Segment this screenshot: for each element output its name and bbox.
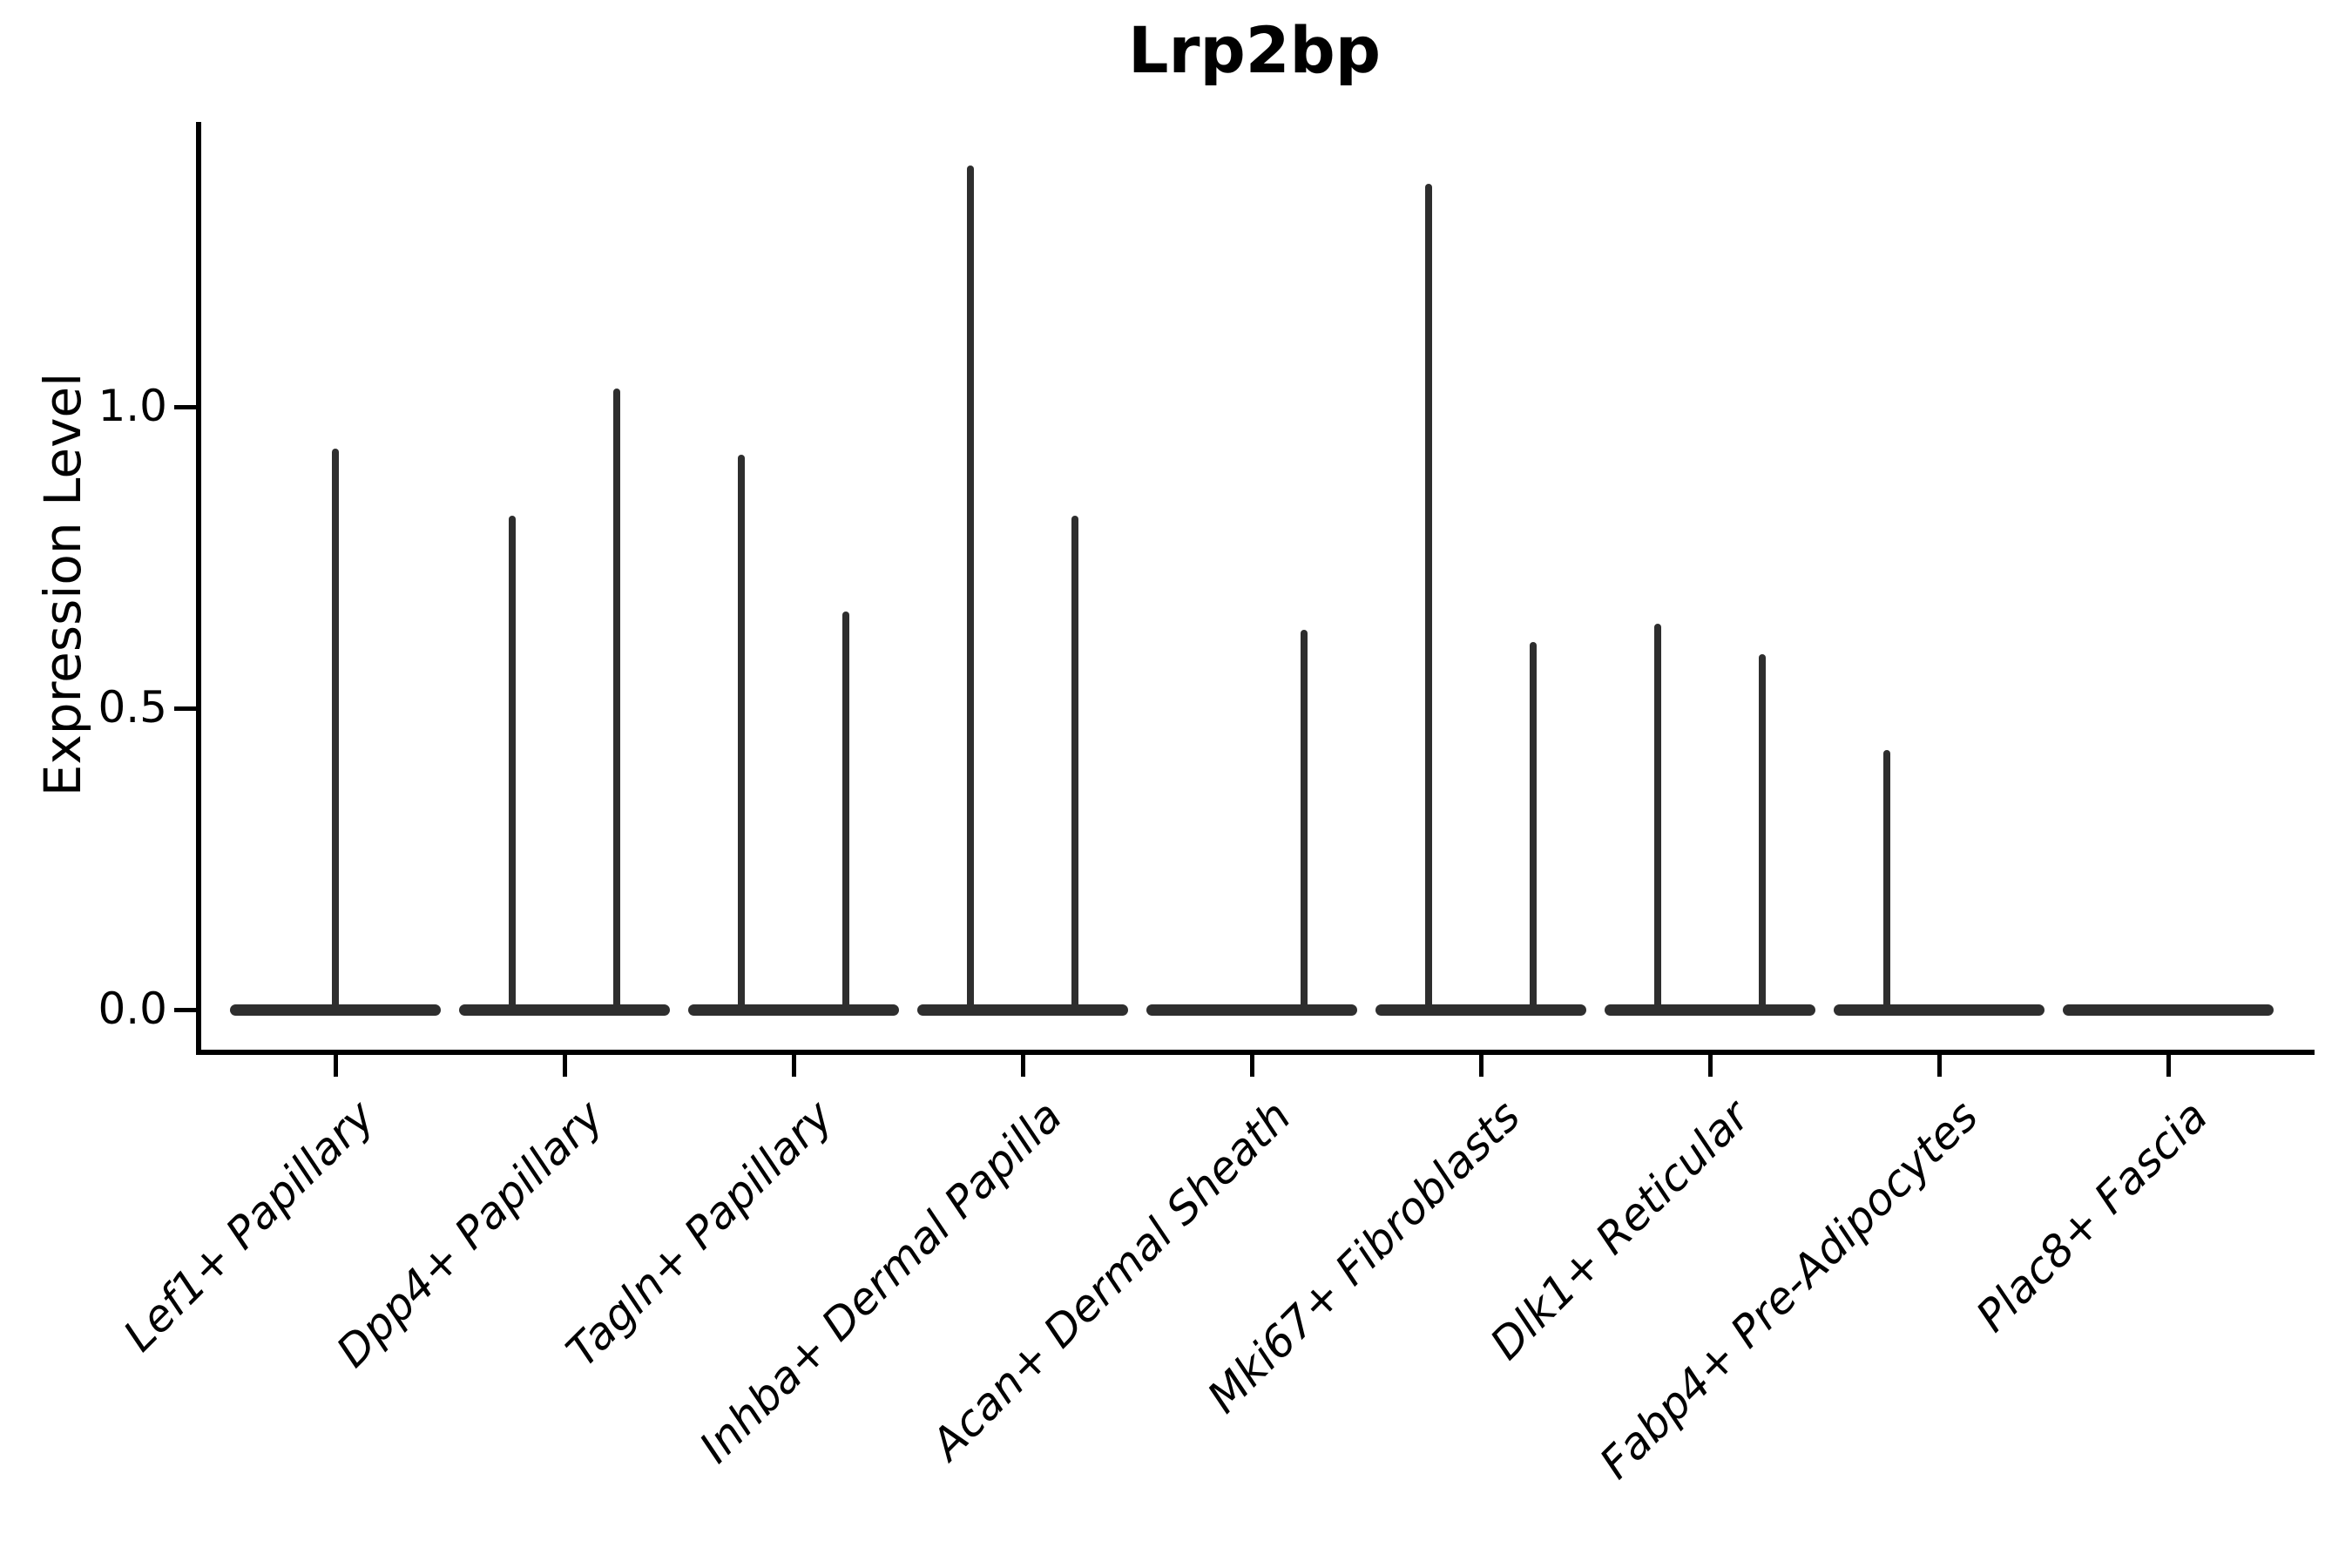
expression-spike bbox=[737, 455, 745, 1013]
expression-spike bbox=[966, 166, 974, 1013]
x-tick-label: Fabp4+ Pre-Adipocytes bbox=[1590, 1091, 1989, 1489]
violin-body bbox=[2063, 1004, 2274, 1016]
y-tick bbox=[174, 706, 196, 711]
x-tick bbox=[1478, 1055, 1484, 1077]
x-axis-spine bbox=[196, 1050, 2315, 1055]
expression-spike bbox=[1882, 750, 1890, 1013]
y-axis-label: Expression Level bbox=[33, 372, 92, 797]
expression-spike bbox=[332, 449, 339, 1013]
violin-body bbox=[1834, 1004, 2044, 1016]
y-tick-label: 0.5 bbox=[98, 682, 167, 733]
x-tick-label: Plac8+ Fascia bbox=[1966, 1091, 2218, 1342]
x-tick bbox=[1249, 1055, 1254, 1077]
x-tick bbox=[1936, 1055, 1942, 1077]
violin-body bbox=[1605, 1004, 1815, 1016]
y-tick-label: 1.0 bbox=[98, 381, 167, 431]
violin-body bbox=[688, 1004, 899, 1016]
y-tick bbox=[174, 1007, 196, 1012]
expression-spike bbox=[1301, 630, 1308, 1013]
violin-body bbox=[1375, 1004, 1586, 1016]
x-tick bbox=[333, 1055, 338, 1077]
x-tick bbox=[562, 1055, 567, 1077]
expression-spike bbox=[613, 389, 621, 1013]
violin-body bbox=[1146, 1004, 1357, 1016]
violin-body bbox=[459, 1004, 670, 1016]
expression-spike bbox=[842, 612, 850, 1013]
y-axis-spine bbox=[196, 122, 201, 1055]
expression-spike bbox=[508, 515, 516, 1013]
x-tick bbox=[1020, 1055, 1025, 1077]
violin-body bbox=[917, 1004, 1128, 1016]
y-tick-label: 0.0 bbox=[98, 983, 167, 1034]
x-tick-label: Lef1+ Papillary bbox=[113, 1091, 385, 1362]
chart-title: Lrp2bp bbox=[1127, 14, 1382, 88]
x-tick bbox=[791, 1055, 796, 1077]
expression-spike bbox=[1424, 183, 1432, 1013]
x-tick bbox=[2166, 1055, 2171, 1077]
expression-spike bbox=[1759, 653, 1767, 1013]
expression-spike bbox=[1653, 624, 1661, 1013]
expression-spike bbox=[1530, 641, 1538, 1013]
x-tick bbox=[1707, 1055, 1713, 1077]
expression-spike bbox=[1071, 515, 1079, 1013]
y-tick bbox=[174, 404, 196, 409]
